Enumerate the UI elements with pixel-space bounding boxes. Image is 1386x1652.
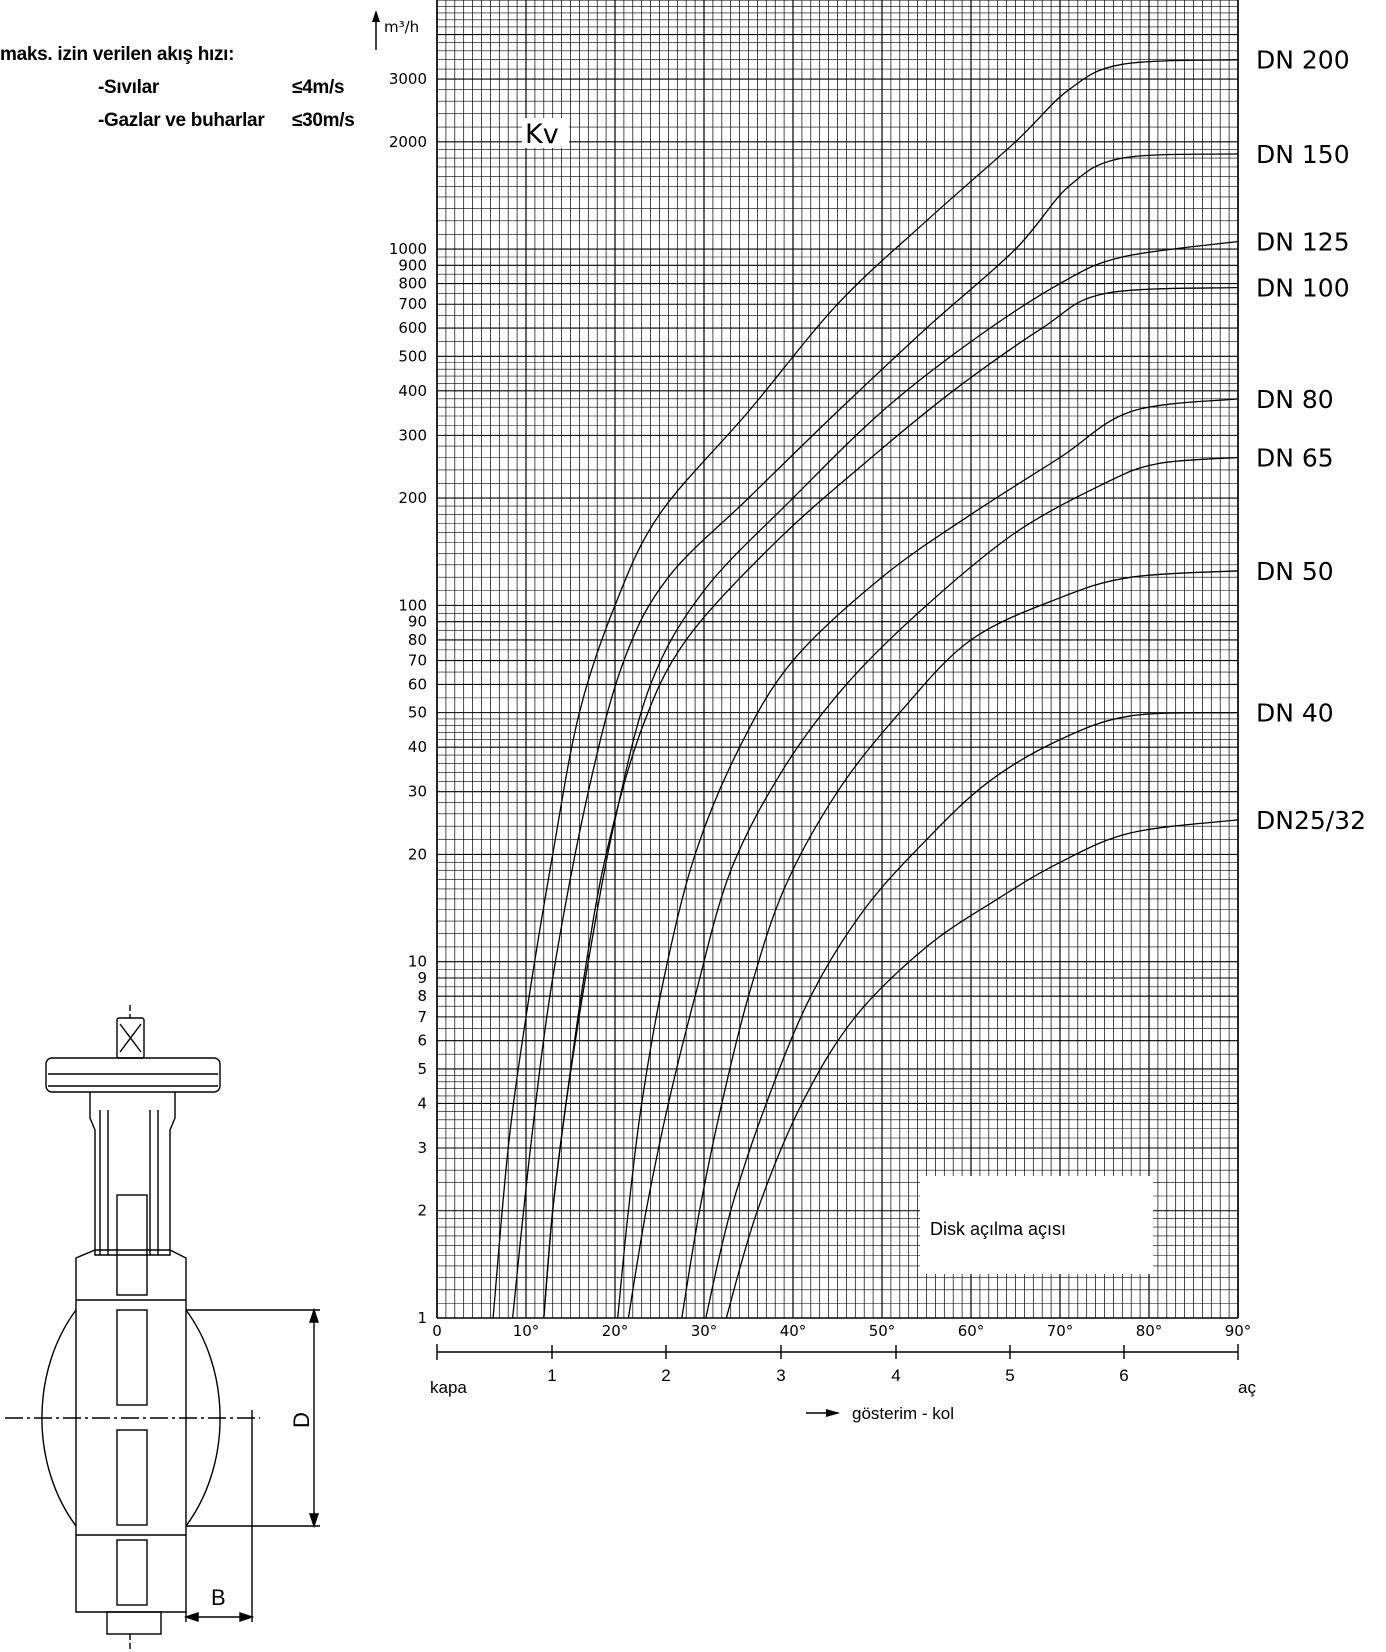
y-tick-label: 8 — [417, 987, 427, 1005]
liquids-value: ≤4m/s — [292, 77, 345, 98]
y-tick-label: 20 — [408, 845, 427, 863]
x-tick-label: 90° — [1225, 1322, 1252, 1340]
chart-labels: 1234567891020304050607080901002003004005… — [389, 46, 1366, 1385]
y-tick-label: 400 — [398, 382, 427, 400]
lever-open-label: aç — [1238, 1378, 1256, 1397]
lever-tick-label: 6 — [1119, 1366, 1128, 1385]
y-tick-label: 2 — [417, 1202, 427, 1220]
series-label: DN 80 — [1256, 385, 1334, 414]
dimension-d-label: D — [289, 1412, 314, 1428]
y-tick-label: 900 — [398, 256, 427, 274]
series-label: DN25/32 — [1256, 806, 1366, 835]
lever-tick-label: 4 — [891, 1366, 900, 1385]
lever-tick-label: 5 — [1005, 1366, 1014, 1385]
caption-arrow-head — [826, 1409, 840, 1417]
y-tick-label: 7 — [417, 1008, 427, 1026]
series-line — [511, 153, 1239, 1319]
x-tick-label: 30° — [691, 1322, 718, 1340]
chart-axes — [436, 0, 1239, 1360]
gases-label: -Gazlar ve buharlar — [98, 110, 265, 131]
y-tick-label: 9 — [417, 969, 427, 987]
y-tick-label: 10 — [408, 953, 427, 971]
series-line — [617, 398, 1239, 1319]
y-tick-label: 4 — [417, 1094, 427, 1112]
x-tick-label: 10° — [513, 1322, 540, 1340]
x-tick-label: 40° — [780, 1322, 807, 1340]
y-tick-label: 6 — [417, 1032, 427, 1050]
y-tick-label: 80 — [408, 631, 427, 649]
y-tick-label: 700 — [398, 295, 427, 313]
x-tick-label: 0 — [432, 1322, 442, 1340]
series-label: DN 125 — [1256, 228, 1350, 257]
chart-grid — [436, 0, 1239, 1319]
y-tick-label: 40 — [408, 738, 427, 756]
y-tick-label: 5 — [417, 1060, 427, 1078]
y-tick-label: 1000 — [389, 240, 427, 258]
series-line — [705, 711, 1239, 1319]
series-label: DN 40 — [1256, 699, 1334, 728]
dimension-b-label: B — [211, 1585, 226, 1610]
series-line — [543, 286, 1239, 1319]
y-tick-label: 500 — [398, 347, 427, 365]
max-flow-title: maks. izin verilen akış hızı: — [0, 44, 235, 65]
lever-closed-label: kapa — [430, 1378, 467, 1397]
y-tick-label: 70 — [408, 652, 427, 670]
y-tick-label: 200 — [398, 489, 427, 507]
liquids-label: -Sıvılar — [98, 77, 159, 98]
lever-tick-label: 2 — [661, 1366, 670, 1385]
lever-tick-label: 3 — [776, 1366, 785, 1385]
gases-row: -Gazlar ve buharlar ≤30m/s — [0, 104, 355, 137]
liquids-row: -Sıvılar ≤4m/s — [0, 71, 345, 104]
lever-tick-label: 1 — [547, 1366, 556, 1385]
gases-value: ≤30m/s — [292, 110, 355, 131]
y-tick-label: 3 — [417, 1139, 427, 1157]
y-tick-label: 800 — [398, 275, 427, 293]
y-tick-label: 600 — [398, 319, 427, 337]
series-label: DN 65 — [1256, 444, 1334, 473]
lever-axis-caption: gösterim - kol — [852, 1404, 954, 1423]
series-line — [492, 59, 1239, 1319]
x-tick-label: 50° — [869, 1322, 896, 1340]
y-tick-label: 50 — [408, 704, 427, 722]
y-axis-arrow-head — [372, 10, 380, 22]
series-line — [681, 570, 1239, 1319]
kv-label-bg — [522, 118, 569, 148]
series-label: DN 150 — [1256, 140, 1350, 169]
y-tick-label: 3000 — [389, 70, 427, 88]
legend-box-label: Disk açılma açısı — [930, 1219, 1066, 1239]
y-tick-label: 90 — [408, 613, 427, 631]
y-tick-label: 60 — [408, 675, 427, 693]
y-axis-unit: m³/h — [384, 18, 419, 36]
series-line — [725, 819, 1239, 1319]
x-tick-label: 20° — [602, 1322, 629, 1340]
x-tick-label: 70° — [1047, 1322, 1074, 1340]
y-tick-label: 300 — [398, 426, 427, 444]
legend-box — [920, 1176, 1153, 1274]
y-tick-label: 30 — [408, 783, 427, 801]
y-tick-label: 2000 — [389, 133, 427, 151]
series-label: DN 50 — [1256, 557, 1334, 586]
y-tick-label: 1 — [417, 1309, 427, 1327]
series-line — [627, 456, 1239, 1319]
max-flow-note: maks. izin verilen akış hızı: -Sıvılar ≤… — [0, 38, 355, 137]
series-label: DN 100 — [1256, 274, 1350, 303]
y-tick-label: 100 — [398, 596, 427, 614]
chart-curves — [492, 59, 1239, 1319]
series-label: DN 200 — [1256, 46, 1350, 75]
x-tick-label: 60° — [958, 1322, 985, 1340]
valve-drawing — [5, 1005, 320, 1652]
kv-label: Kv — [525, 119, 559, 150]
x-tick-label: 80° — [1136, 1322, 1163, 1340]
